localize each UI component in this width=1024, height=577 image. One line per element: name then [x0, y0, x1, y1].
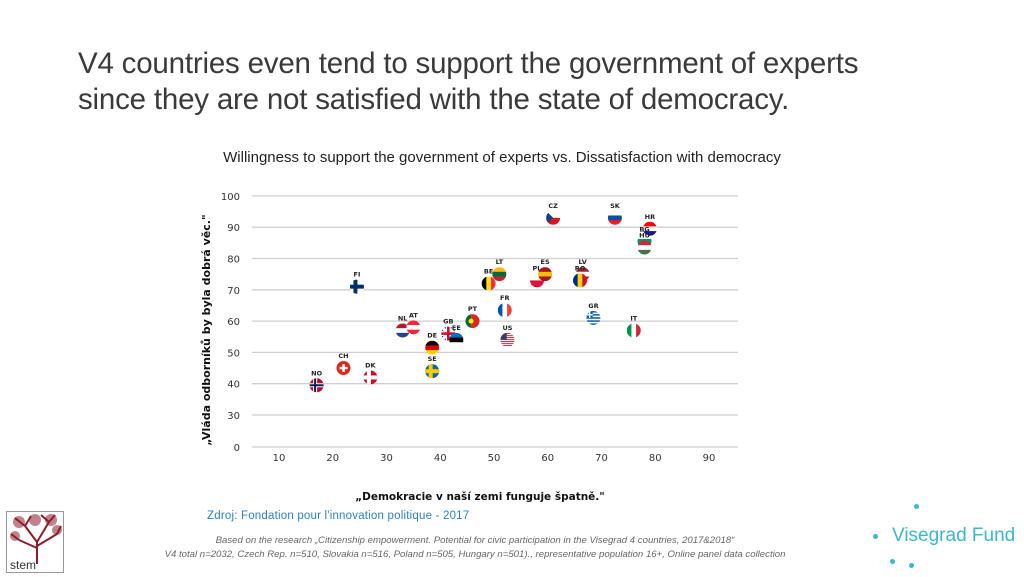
stem-logo: stem	[6, 511, 64, 573]
flag-marker-hr	[642, 221, 657, 236]
point-label: GB	[443, 318, 453, 326]
point-label: BE	[484, 268, 493, 276]
point-label: CZ	[548, 202, 558, 210]
point-label: US	[502, 324, 512, 332]
y-tick-label: 30	[227, 411, 240, 422]
x-tick-label: 30	[380, 453, 393, 464]
flag-marker-fr	[497, 303, 512, 318]
slide-title: V4 countries even tend to support the go…	[78, 46, 858, 118]
y-axis-label: „Vláda odborníků by byla dobrá věc."	[200, 214, 213, 445]
visegrad-fund-text: Visegrad Fund	[892, 525, 1016, 546]
flag-marker-de	[425, 340, 440, 355]
logo-dot-icon	[873, 534, 878, 539]
point-label: SE	[428, 355, 437, 363]
y-tick-label: 60	[227, 317, 240, 328]
flag-marker-gr	[586, 310, 601, 325]
y-tick-label: 80	[227, 255, 240, 266]
flag-marker-pt	[465, 314, 480, 329]
point-label: AT	[409, 311, 419, 319]
point-label: FR	[500, 294, 509, 302]
y-tick-label: 100	[221, 192, 240, 203]
x-tick-label: 50	[488, 453, 501, 464]
point-label: SK	[610, 202, 621, 210]
flag-marker-us	[500, 332, 515, 347]
x-tick-label: 70	[595, 453, 608, 464]
x-axis-label: „Demokracie v naší zemi funguje špatně."	[355, 491, 605, 503]
flag-marker-dk	[363, 370, 378, 385]
flag-marker-nl	[395, 323, 410, 338]
flag-marker-it	[626, 323, 641, 338]
point-label: BG	[639, 225, 649, 233]
flag-marker-at	[406, 320, 421, 335]
source-note: Zdroj: Fondation pour l'innovation polit…	[207, 510, 470, 522]
flag-marker-ch	[336, 361, 351, 376]
flag-marker-ee	[449, 332, 464, 347]
y-tick-label: 90	[227, 223, 240, 234]
tree-icon: stem	[10, 514, 62, 572]
stem-logo-text: stem	[10, 558, 36, 572]
point-label: HR	[645, 213, 655, 221]
flag-marker-fi	[349, 279, 364, 294]
footnote-line-2: V4 total n=2032, Czech Rep. n=510, Slova…	[164, 549, 786, 560]
point-label: EE	[452, 324, 461, 332]
flag-marker-lt	[492, 267, 507, 282]
point-label: PL	[533, 264, 542, 272]
y-tick-label: 0	[234, 443, 240, 454]
logo-dot-icon	[909, 563, 914, 568]
point-label: NL	[398, 314, 408, 322]
flag-marker-cz	[546, 210, 561, 225]
flag-marker-be	[481, 276, 496, 291]
flag-marker-hu	[637, 240, 652, 255]
flag-marker-sk	[607, 210, 622, 225]
point-label: GR	[588, 302, 598, 310]
point-label: FI	[354, 271, 361, 279]
point-label: DK	[365, 361, 376, 369]
point-label: LT	[496, 258, 504, 266]
flag-marker-pl	[530, 273, 544, 288]
flag-marker-no	[309, 378, 324, 393]
title-line-1: V4 countries even tend to support the go…	[78, 47, 859, 80]
point-label: HU	[639, 232, 650, 240]
flag-marker-es	[538, 267, 553, 282]
logo-dot-icon	[890, 559, 895, 564]
point-label: DE	[427, 332, 437, 340]
x-tick-label: 80	[649, 453, 662, 464]
x-tick-label: 90	[703, 453, 716, 464]
point-label: CH	[338, 352, 348, 360]
y-tick-label: 70	[227, 286, 240, 297]
point-label: ES	[541, 258, 550, 266]
x-tick-label: 10	[273, 453, 286, 464]
point-label: PT	[468, 305, 478, 313]
x-tick-label: 20	[326, 453, 339, 464]
x-tick-label: 60	[541, 453, 554, 464]
y-tick-label: 40	[227, 380, 240, 391]
point-label: RO	[575, 264, 586, 272]
point-label: LV	[579, 258, 587, 266]
x-tick-label: 40	[434, 453, 447, 464]
chart-subtitle: Willingness to support the government of…	[223, 149, 781, 166]
point-label: IT	[630, 314, 637, 322]
title-line-2: since they are not satisfied with the st…	[78, 83, 790, 116]
y-tick-label: 50	[227, 348, 240, 359]
point-label: NO	[311, 369, 322, 377]
footnote-line-1: Based on the research „Citizenship empow…	[215, 535, 735, 546]
logo-dot-icon	[914, 504, 919, 509]
flag-marker-se	[425, 364, 440, 379]
flag-marker-ro	[573, 273, 587, 288]
